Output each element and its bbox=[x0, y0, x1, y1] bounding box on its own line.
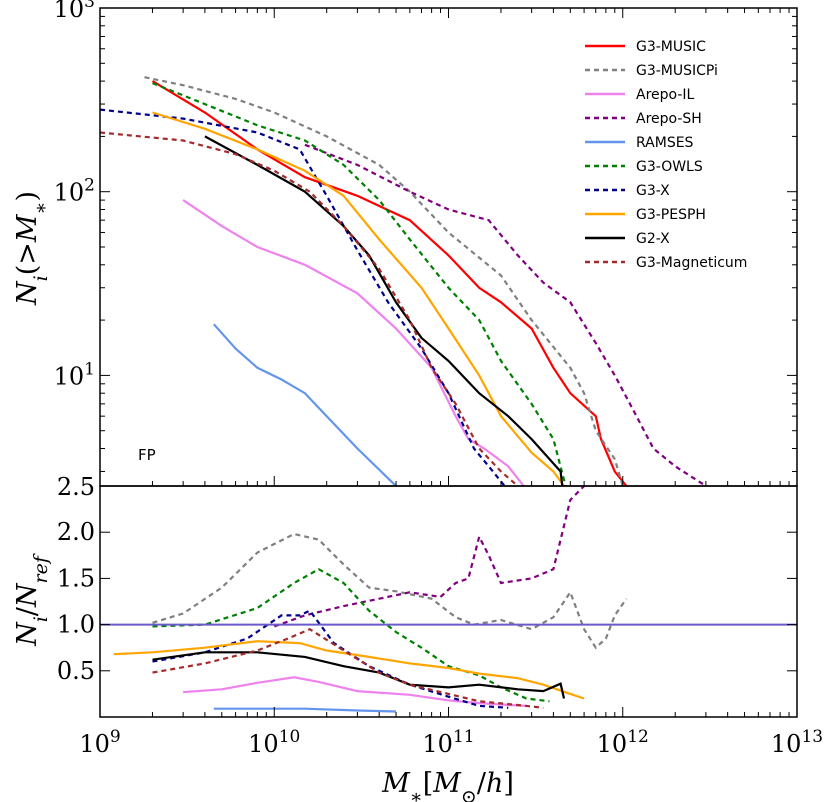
top-line-g2-x bbox=[204, 135, 564, 486]
axis-ticks bbox=[99, 8, 797, 717]
legend-label: Arepo-IL bbox=[636, 87, 695, 103]
x-tick-label: 1011 bbox=[422, 727, 474, 758]
legend-item-ramses: RAMSES bbox=[585, 135, 694, 151]
top-y-tick-label: 102 bbox=[54, 176, 95, 207]
x-axis-label: M∗[M⊙/h] bbox=[381, 768, 514, 802]
top-y-axis-label: Ni(>M∗) bbox=[12, 191, 52, 306]
legend-item-g2-x: G2-X bbox=[585, 231, 670, 247]
top-y-tick-label: 2.5 bbox=[57, 473, 95, 501]
ratio-line-g2-x bbox=[152, 651, 566, 699]
legend-label: G3-Magneticum bbox=[636, 255, 747, 271]
top-y-tick-label: 101 bbox=[54, 359, 95, 390]
bottom-y-tick-label: 1.0 bbox=[57, 611, 95, 639]
legend-item-g3-magneticum: G3-Magneticum bbox=[585, 255, 747, 271]
x-tick-label: 1012 bbox=[597, 727, 649, 758]
bottom-y-tick-label: 0.5 bbox=[57, 657, 95, 685]
x-tick-label: 1013 bbox=[771, 727, 823, 758]
ratio-line-ramses bbox=[213, 707, 397, 713]
top-line-g3-music bbox=[151, 80, 628, 486]
legend-label: RAMSES bbox=[636, 135, 694, 151]
top-line-ramses bbox=[212, 323, 397, 486]
legend-item-g3-pesph: G3-PESPH bbox=[585, 207, 706, 223]
ratio-line-arepo-sh bbox=[273, 486, 585, 628]
legend-label: G3-MUSICPi bbox=[636, 63, 718, 79]
legend-item-g3-x: G3-X bbox=[585, 183, 670, 199]
legend-item-g3-owls: G3-OWLS bbox=[585, 159, 703, 175]
legend-item-g3-musicpi: G3-MUSICPi bbox=[585, 63, 718, 79]
top-line-arepo-il bbox=[182, 199, 525, 486]
x-tick-label: 109 bbox=[79, 727, 120, 758]
top-panel-lines bbox=[100, 76, 707, 486]
legend-label: G3-PESPH bbox=[636, 207, 706, 223]
legend-item-arepo-il: Arepo-IL bbox=[585, 87, 695, 103]
legend-label: Arepo-SH bbox=[636, 111, 702, 127]
ratio-line-g3-x bbox=[152, 609, 509, 709]
legend-label: G3-MUSIC bbox=[636, 39, 706, 55]
bottom-y-tick-label: 1.5 bbox=[57, 564, 95, 592]
axis-tick-labels: 109 1010 1011 1012 1013 103 102 101 2.5 0.5 1.0 1.5… bbox=[54, 0, 823, 758]
top-line-g3-x bbox=[100, 108, 506, 486]
top-line-arepo-sh bbox=[304, 143, 707, 486]
bottom-panel-lines bbox=[113, 486, 628, 713]
legend-label: G3-X bbox=[636, 183, 670, 199]
ratio-line-g3-magneticum bbox=[152, 627, 544, 709]
top-line-g3-magneticum bbox=[100, 131, 519, 486]
legend-label: G3-OWLS bbox=[636, 159, 703, 175]
ratio-line-g3-owls bbox=[152, 567, 550, 703]
top-panel-frame bbox=[99, 7, 798, 487]
legend-item-arepo-sh: Arepo-SH bbox=[585, 111, 702, 127]
top-y-tick-label: 103 bbox=[54, 0, 95, 23]
x-tick-label: 1010 bbox=[248, 727, 300, 758]
bottom-y-tick-label: 2.0 bbox=[57, 518, 95, 546]
legend-item-g3-music: G3-MUSIC bbox=[585, 39, 706, 55]
legend: G3-MUSIC G3-MUSICPi Arepo-IL Arepo-SH RAMSES… bbox=[585, 39, 747, 271]
top-line-g3-pesph bbox=[152, 111, 565, 486]
panel-annotation: FP bbox=[138, 446, 156, 464]
top-line-g3-owls bbox=[152, 82, 567, 486]
bottom-panel-frame bbox=[99, 485, 798, 718]
ratio-line-arepo-il bbox=[183, 676, 527, 707]
legend-label: G2-X bbox=[636, 231, 670, 247]
ratio-line-g3-pesph bbox=[113, 640, 585, 700]
bottom-y-axis-label: Ni/Nref bbox=[12, 553, 52, 647]
top-line-g3-musicpi bbox=[144, 76, 624, 486]
ratio-line-g3-musicpi bbox=[152, 532, 628, 650]
